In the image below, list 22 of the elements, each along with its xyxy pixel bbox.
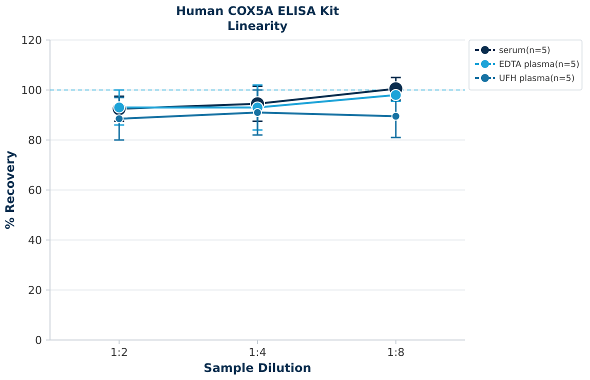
y-tick-label: 120 — [21, 34, 42, 47]
y-tick-label: 0 — [35, 334, 42, 347]
y-axis-title: % Recovery — [3, 150, 17, 230]
y-tick-label: 100 — [21, 84, 42, 97]
y-tick-label: 40 — [28, 234, 42, 247]
chart-subtitle: Linearity — [227, 19, 288, 33]
chart-title: Human COX5A ELISA Kit — [176, 4, 340, 18]
x-tick-label: 1:4 — [248, 346, 266, 359]
point — [113, 102, 126, 114]
point — [390, 89, 402, 101]
y-tick-label: 80 — [28, 134, 42, 147]
x-tick-label: 1:8 — [386, 346, 405, 359]
point — [253, 108, 262, 117]
y-tick-label: 20 — [28, 284, 42, 297]
legend-label: serum(n=5) — [499, 46, 550, 56]
point — [114, 114, 124, 124]
y-tick-label: 60 — [28, 184, 42, 197]
legend-label: EDTA plasma(n=5) — [499, 60, 580, 70]
legend-label: UFH plasma(n=5) — [499, 74, 575, 84]
x-tick-label: 1:2 — [110, 346, 128, 359]
point — [391, 112, 400, 121]
x-axis-title: Sample Dilution — [204, 361, 312, 375]
